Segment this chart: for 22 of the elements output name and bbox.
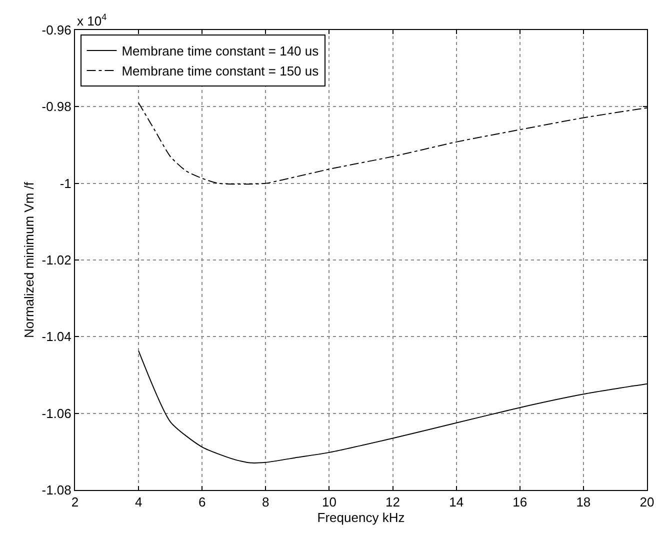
y-tick-label: -1.02 xyxy=(42,252,72,268)
x-tick-label: 4 xyxy=(134,494,142,510)
legend-label: Membrane time constant = 150 us xyxy=(122,64,320,79)
y-tick-label: -1.08 xyxy=(42,482,72,498)
x-tick-label: 6 xyxy=(198,494,206,510)
y-tick-label: -1.04 xyxy=(42,329,72,344)
y-tick-label: -0.98 xyxy=(42,99,72,114)
y-axis-title: Normalized minimum Vm /f xyxy=(22,182,37,338)
x-tick-label: 18 xyxy=(576,494,591,510)
x-tick-label: 14 xyxy=(449,494,464,510)
text: x 10$^{4}$ xyxy=(77,12,107,28)
x-tick-label: 12 xyxy=(386,494,400,510)
y-tick-label: -1.06 xyxy=(42,406,72,421)
x-tick-label: 2 xyxy=(71,494,79,510)
x-tick-label: 10 xyxy=(322,494,336,510)
x-tick-label: 20 xyxy=(640,494,654,510)
y-tick-label: -1 xyxy=(60,176,72,191)
x-axis-title: Frequency kHz xyxy=(317,510,405,526)
y-tick-label: -0.96 xyxy=(42,22,72,38)
x-tick-label: 8 xyxy=(262,494,270,510)
x-tick-label: 16 xyxy=(512,494,528,510)
legend-label: Membrane time constant = 140 us xyxy=(122,44,320,59)
